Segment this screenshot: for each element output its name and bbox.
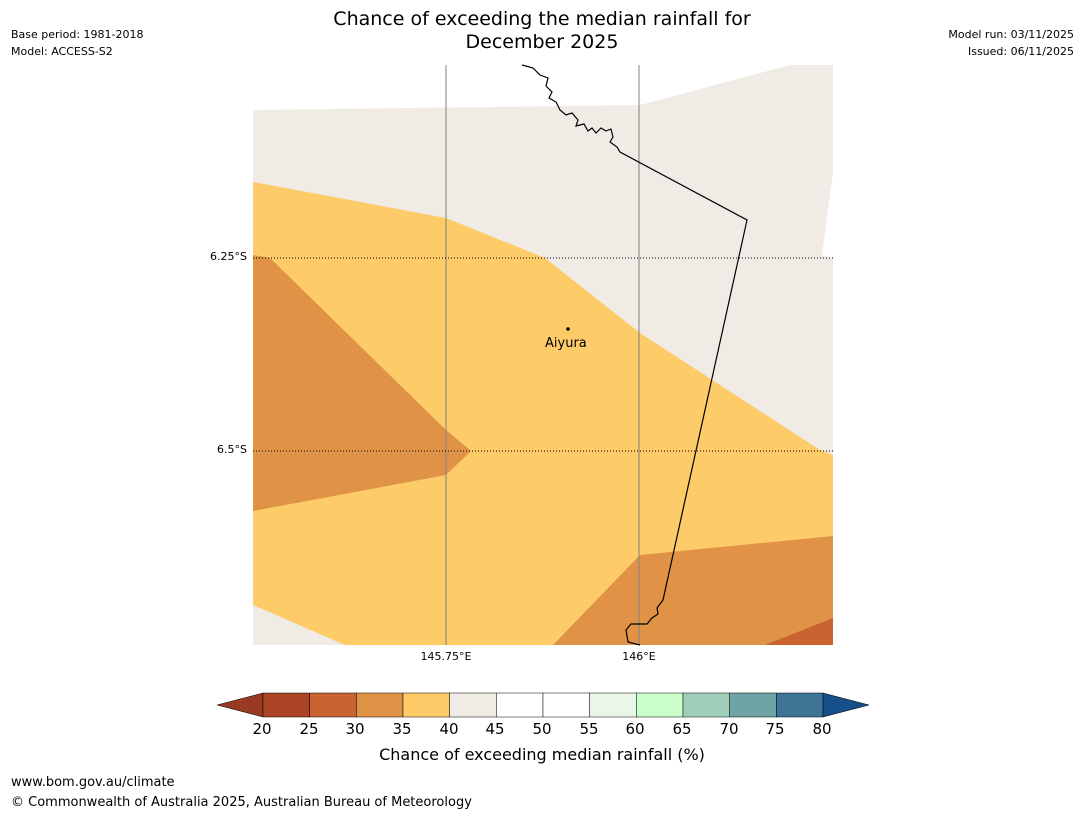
zone-25-30 (765, 618, 833, 645)
colorbar-tick: 25 (299, 720, 319, 738)
colorbar-tick: 65 (672, 720, 692, 738)
colorbar-cell (589, 692, 637, 718)
title-line-2: December 2025 (465, 31, 619, 53)
colorbar-tick: 70 (719, 720, 739, 738)
town-marker (566, 327, 570, 331)
lat-label-6-25: 6.25°S (210, 250, 247, 263)
town-label: Aiyura (545, 336, 587, 351)
colorbar-cell (449, 692, 497, 718)
colorbar-cell (496, 692, 544, 718)
colorbar (216, 692, 870, 718)
colorbar-tick: 20 (252, 720, 272, 738)
zone-30-35-right (553, 536, 833, 645)
issued-date: Issued: 06/11/2025 (967, 45, 1074, 58)
colorbar-under-arrow (216, 692, 264, 718)
colorbar-tick: 35 (392, 720, 412, 738)
title-line-1: Chance of exceeding the median rainfall … (333, 8, 751, 30)
base-period: Base period: 1981-2018 (11, 28, 144, 41)
lon-label-146: 146°E (622, 650, 656, 663)
colorbar-cell (356, 692, 404, 718)
colorbar-tick: 45 (485, 720, 505, 738)
colorbar-tick: 60 (625, 720, 645, 738)
lon-label-145-75: 145.75°E (420, 650, 472, 663)
colorbar-cell (542, 692, 590, 718)
colorbar-tick: 40 (439, 720, 459, 738)
colorbar-label: Chance of exceeding median rainfall (%) (379, 745, 705, 764)
meta-left: Base period: 1981-2018 Model: ACCESS-S2 (11, 26, 143, 60)
colorbar-tick: 75 (765, 720, 785, 738)
colorbar-cell (262, 692, 310, 718)
province-boundary (521, 64, 748, 646)
footer-url[interactable]: www.bom.gov.au/climate (11, 775, 175, 790)
model-name: Model: ACCESS-S2 (11, 45, 113, 58)
colorbar-cell (309, 692, 357, 718)
model-run: Model run: 03/11/2025 (948, 28, 1074, 41)
footer-copyright: © Commonwealth of Australia 2025, Austra… (11, 795, 472, 810)
zone-30-35-left (253, 255, 471, 511)
colorbar-cell (682, 692, 730, 718)
meta-right: Model run: 03/11/2025 Issued: 06/11/2025 (948, 26, 1074, 60)
colorbar-cell (729, 692, 777, 718)
colorbar-tick: 50 (532, 720, 552, 738)
lat-label-6-5: 6.5°S (217, 443, 247, 456)
zone-35-40 (253, 182, 833, 645)
colorbar-cell (776, 692, 824, 718)
colorbar-tick: 80 (812, 720, 832, 738)
colorbar-cell (636, 692, 684, 718)
colorbar-tick: 55 (579, 720, 599, 738)
colorbar-over-arrow (822, 692, 870, 718)
chart-title: Chance of exceeding the median rainfall … (242, 8, 842, 54)
colorbar-cell (402, 692, 450, 718)
colorbar-tick: 30 (345, 720, 365, 738)
